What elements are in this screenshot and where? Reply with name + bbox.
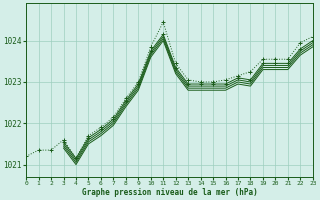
X-axis label: Graphe pression niveau de la mer (hPa): Graphe pression niveau de la mer (hPa) [82,188,257,197]
